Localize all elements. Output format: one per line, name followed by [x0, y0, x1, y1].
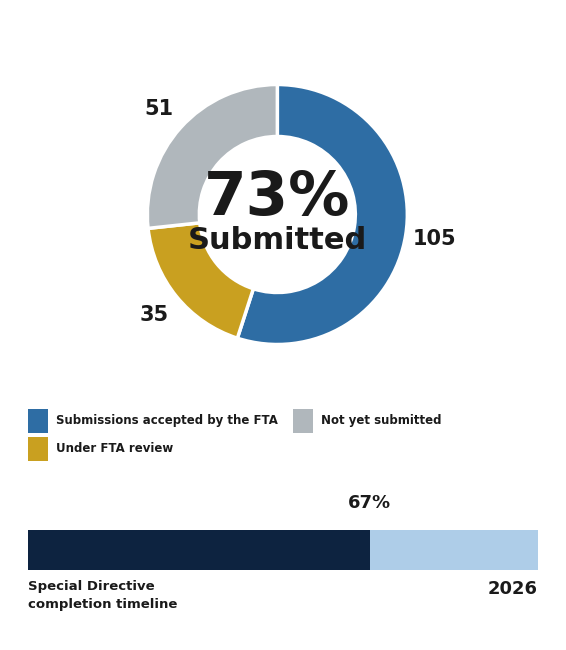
Text: 73%: 73%	[204, 170, 350, 228]
Text: 67%: 67%	[348, 495, 391, 512]
Bar	[28, 530, 370, 569]
FancyBboxPatch shape	[293, 409, 312, 432]
FancyBboxPatch shape	[28, 437, 48, 461]
FancyBboxPatch shape	[28, 409, 48, 432]
Text: 105: 105	[412, 229, 456, 249]
Text: Submitted: Submitted	[188, 226, 367, 255]
Text: 2026: 2026	[488, 580, 538, 597]
Text: 35: 35	[140, 305, 169, 324]
Text: 51: 51	[145, 99, 174, 118]
Text: Not yet submitted: Not yet submitted	[321, 414, 441, 427]
Wedge shape	[147, 84, 277, 228]
Wedge shape	[148, 223, 254, 338]
Text: Submissions accepted by the FTA: Submissions accepted by the FTA	[57, 414, 278, 427]
Wedge shape	[237, 84, 408, 344]
Bar	[28, 530, 538, 569]
Text: Special Directive
completion timeline: Special Directive completion timeline	[28, 580, 178, 610]
Text: Under FTA review: Under FTA review	[57, 443, 174, 456]
